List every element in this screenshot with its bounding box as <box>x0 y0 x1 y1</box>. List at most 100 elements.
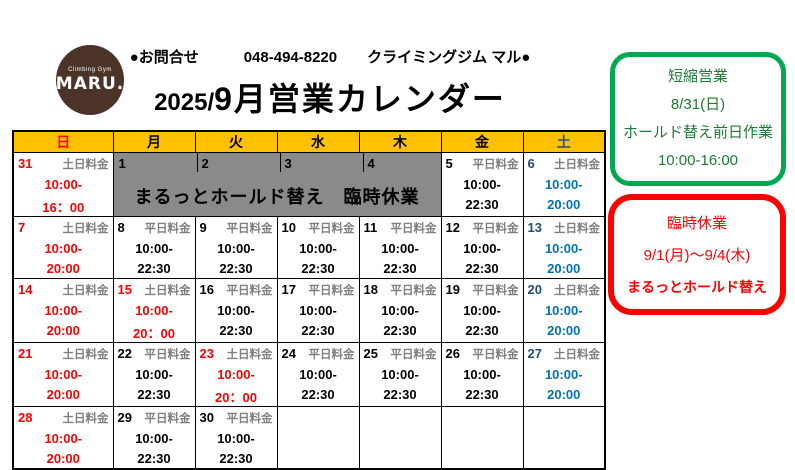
cell-day-27: 27 土日料金 10:00- 20:00 <box>522 342 606 407</box>
close-time: 20:00 <box>547 387 581 402</box>
day-number: 10 <box>281 220 296 235</box>
day-number: 17 <box>281 282 296 297</box>
day-number: 9 <box>199 220 207 235</box>
fee-label: 平日料金 <box>472 159 519 171</box>
cell-day-12: 12 平日料金 10:00- 22:30 <box>440 216 524 279</box>
fee-label: 平日料金 <box>308 349 355 361</box>
calendar-week-row: 14 土日料金 10:00- 20:00 15 土日料金 10:00- 20：00 … <box>12 278 606 343</box>
fee-label: 平日料金 <box>390 223 437 235</box>
day-number: 7 <box>18 220 26 235</box>
closure-dates: 9/1(月)～9/4(木) <box>643 247 751 265</box>
day-number: 13 <box>527 220 542 235</box>
day-number: 20 <box>527 282 542 297</box>
close-time: 22:30 <box>301 261 335 276</box>
fee-label: 土日料金 <box>554 285 600 297</box>
open-time: 10:00- <box>544 241 583 256</box>
open-time: 10:00- <box>135 303 173 318</box>
cell-day-6: 6 土日料金 10:00- 20:00 <box>522 152 606 217</box>
day-number: 1 <box>118 156 126 171</box>
fee-label: 平日料金 <box>390 285 437 297</box>
close-time: 22:30 <box>465 197 499 212</box>
cell-day-29: 29 平日料金 10:00- 22:30 <box>112 406 196 470</box>
cell-empty <box>358 406 442 470</box>
cell-divider <box>279 153 281 172</box>
open-time: 10:00- <box>44 177 83 192</box>
cell-day-31: 31 土日料金 10:00- 16：00 <box>12 152 114 217</box>
close-time: 22:30 <box>465 261 499 276</box>
short-hours-title: 短縮営業 <box>667 67 728 85</box>
open-time: 10:00- <box>544 367 583 382</box>
cell-divider <box>196 153 198 172</box>
open-time: 10:00- <box>217 303 255 318</box>
open-time: 10:00- <box>463 303 501 318</box>
day-number: 15 <box>117 282 132 297</box>
open-time: 10:00- <box>217 367 255 382</box>
cell-day-16: 16 平日料金 10:00- 22:30 <box>194 278 278 343</box>
cell-empty <box>440 406 524 470</box>
close-time: 20:00 <box>46 261 80 276</box>
weekday-header-thu: 木 <box>358 130 442 153</box>
open-time: 10:00- <box>44 241 83 256</box>
open-time: 10:00- <box>217 241 255 256</box>
close-time: 22:30 <box>219 261 253 276</box>
logo-wordmark: MARU. <box>55 73 125 94</box>
fee-label: 平日料金 <box>144 223 191 235</box>
fee-label: 平日料金 <box>226 413 273 425</box>
open-time: 10:00- <box>135 367 173 382</box>
close-time: 20:00 <box>46 323 80 338</box>
fee-label: 土日料金 <box>554 223 600 235</box>
cell-day-30: 30 平日料金 10:00- 22:30 <box>194 406 278 470</box>
open-time: 10:00- <box>217 431 255 446</box>
calendar-week-row: 21 土日料金 10:00- 20:00 22 平日料金 10:00- 22:30 … <box>12 342 606 407</box>
day-number: 23 <box>199 346 214 361</box>
close-time: 22:30 <box>383 323 417 338</box>
close-time: 22:30 <box>137 261 171 276</box>
fee-label: 平日料金 <box>144 413 191 425</box>
logo-subtitle: Climbing Gym <box>68 66 112 73</box>
day-number: 28 <box>18 410 33 425</box>
fee-label: 平日料金 <box>308 285 355 297</box>
short-hours-notice: 短縮営業 8/31(日) ホールド替え前日作業 10:00-16:00 <box>610 52 786 186</box>
cell-day-25: 25 平日料金 10:00- 22:30 <box>358 342 442 407</box>
cell-day-17: 17 平日料金 10:00- 22:30 <box>276 278 360 343</box>
day-number: 19 <box>445 282 460 297</box>
open-time: 10:00- <box>381 303 419 318</box>
cell-day-11: 11 平日料金 10:00- 22:30 <box>358 216 442 279</box>
close-time: 22:30 <box>383 387 417 402</box>
fee-label: 土日料金 <box>554 349 600 361</box>
day-number: 3 <box>284 156 292 171</box>
fee-label: 平日料金 <box>472 223 519 235</box>
cell-day-21: 21 土日料金 10:00- 20:00 <box>12 342 114 407</box>
short-hours-desc: ホールド替え前日作業 <box>622 123 773 141</box>
day-number: 30 <box>199 410 214 425</box>
fee-label: 土日料金 <box>62 413 109 425</box>
cell-day-19: 19 平日料金 10:00- 22:30 <box>440 278 524 343</box>
day-number: 18 <box>363 282 378 297</box>
weekday-header-mon: 月 <box>112 130 196 153</box>
calendar-week-row: 31 土日料金 10:00- 16：00 1 2 3 4 まるっとホールド替え 臨… <box>12 152 606 217</box>
close-time: 22:30 <box>137 451 171 466</box>
weekday-header-row: 日 月 火 水 木 金 土 <box>12 130 606 153</box>
cell-day-13: 13 土日料金 10:00- 20:00 <box>522 216 606 279</box>
close-time: 20：00 <box>133 326 175 341</box>
day-number: 31 <box>18 156 33 171</box>
close-time: 20:00 <box>547 197 581 212</box>
fee-label: 土日料金 <box>62 223 109 235</box>
fee-label: 土日料金 <box>554 159 600 171</box>
day-number: 14 <box>18 282 33 297</box>
calendar-week-row: 28 土日料金 10:00- 20:00 29 平日料金 10:00- 22:30 … <box>12 406 606 470</box>
day-number: 16 <box>199 282 214 297</box>
open-time: 10:00- <box>299 303 337 318</box>
fee-label: 平日料金 <box>308 223 355 235</box>
cell-day-28: 28 土日料金 10:00- 20:00 <box>12 406 114 470</box>
fee-label: 平日料金 <box>390 349 437 361</box>
weekday-header-wed: 水 <box>276 130 360 153</box>
close-time: 20:00 <box>547 323 581 338</box>
day-number: 25 <box>363 346 378 361</box>
closure-desc: まるっとホールド替え <box>627 279 767 296</box>
weekday-header-tue: 火 <box>194 130 278 153</box>
open-time: 10:00- <box>463 241 501 256</box>
open-time: 10:00- <box>463 177 501 192</box>
open-time: 10:00- <box>381 241 419 256</box>
